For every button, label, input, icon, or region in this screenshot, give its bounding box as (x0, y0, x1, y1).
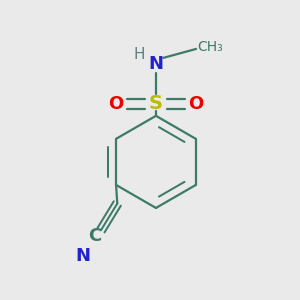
Text: CH₃: CH₃ (198, 40, 223, 55)
Text: C: C (88, 227, 102, 245)
Text: O: O (188, 95, 204, 113)
Text: S: S (149, 94, 163, 113)
Text: N: N (76, 247, 91, 265)
Text: O: O (108, 95, 123, 113)
Text: H: H (134, 47, 145, 62)
Text: N: N (148, 55, 164, 73)
